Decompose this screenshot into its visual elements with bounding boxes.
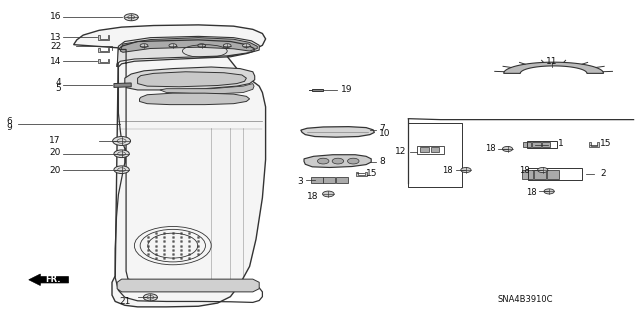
Bar: [542, 142, 550, 147]
Polygon shape: [140, 93, 250, 105]
Text: 16: 16: [50, 12, 61, 21]
Polygon shape: [589, 142, 599, 146]
Circle shape: [140, 44, 148, 48]
Text: 22: 22: [50, 42, 61, 51]
Circle shape: [332, 158, 344, 164]
Text: 7: 7: [379, 124, 385, 133]
Circle shape: [243, 44, 250, 48]
Text: 13: 13: [50, 33, 61, 42]
Bar: [532, 142, 541, 147]
Text: 14: 14: [50, 57, 61, 66]
Circle shape: [323, 191, 334, 197]
Polygon shape: [98, 59, 109, 63]
Text: 18: 18: [307, 192, 319, 201]
Text: 9: 9: [6, 123, 12, 132]
Circle shape: [538, 167, 548, 173]
Text: 18: 18: [519, 166, 530, 175]
Bar: [523, 142, 531, 147]
Polygon shape: [29, 274, 68, 286]
Circle shape: [348, 158, 359, 164]
Bar: [527, 141, 557, 148]
Text: 3: 3: [298, 177, 303, 186]
Polygon shape: [120, 38, 257, 52]
Polygon shape: [301, 127, 374, 137]
Text: 5: 5: [56, 84, 61, 93]
Text: FR.: FR.: [45, 275, 61, 284]
Text: 20: 20: [49, 166, 61, 175]
Polygon shape: [160, 84, 254, 94]
Bar: [528, 168, 582, 180]
Polygon shape: [356, 172, 367, 176]
Text: 18: 18: [525, 188, 536, 197]
Polygon shape: [504, 62, 604, 73]
Bar: [420, 147, 429, 152]
Circle shape: [169, 44, 177, 48]
Bar: [417, 146, 444, 154]
Text: 20: 20: [49, 148, 61, 157]
Bar: [336, 177, 348, 183]
Polygon shape: [74, 25, 266, 307]
Text: 1: 1: [558, 139, 564, 148]
Polygon shape: [304, 155, 371, 167]
Text: 2: 2: [600, 169, 606, 178]
Text: 10: 10: [379, 129, 390, 137]
Text: 17: 17: [49, 137, 61, 145]
Circle shape: [143, 294, 157, 301]
Circle shape: [502, 146, 513, 152]
Polygon shape: [98, 35, 109, 40]
Text: 12: 12: [395, 147, 406, 156]
Circle shape: [544, 189, 554, 194]
Polygon shape: [98, 48, 109, 52]
Circle shape: [198, 44, 205, 48]
Circle shape: [113, 137, 131, 145]
Polygon shape: [117, 279, 259, 292]
Text: 15: 15: [600, 139, 612, 148]
Text: 18: 18: [442, 166, 453, 175]
Text: 18: 18: [484, 144, 495, 153]
Circle shape: [223, 44, 231, 48]
Polygon shape: [114, 83, 131, 87]
Text: 8: 8: [379, 157, 385, 166]
Text: 4: 4: [56, 78, 61, 87]
Text: 21: 21: [120, 297, 131, 306]
Text: 19: 19: [340, 85, 352, 94]
Text: 11: 11: [546, 57, 557, 66]
Polygon shape: [312, 89, 323, 91]
Polygon shape: [117, 36, 259, 67]
Text: SNA4B3910C: SNA4B3910C: [497, 295, 552, 304]
Bar: [522, 170, 533, 179]
Bar: [311, 177, 323, 183]
Circle shape: [114, 150, 129, 158]
Polygon shape: [138, 72, 246, 87]
Circle shape: [461, 167, 471, 173]
Text: 15: 15: [366, 169, 378, 178]
Bar: [323, 177, 335, 183]
Bar: [431, 147, 439, 152]
Bar: [547, 170, 559, 179]
Text: 6: 6: [6, 117, 12, 126]
Circle shape: [114, 166, 129, 174]
Circle shape: [124, 14, 138, 21]
Bar: [534, 170, 546, 179]
Circle shape: [317, 158, 329, 164]
Polygon shape: [125, 67, 255, 90]
